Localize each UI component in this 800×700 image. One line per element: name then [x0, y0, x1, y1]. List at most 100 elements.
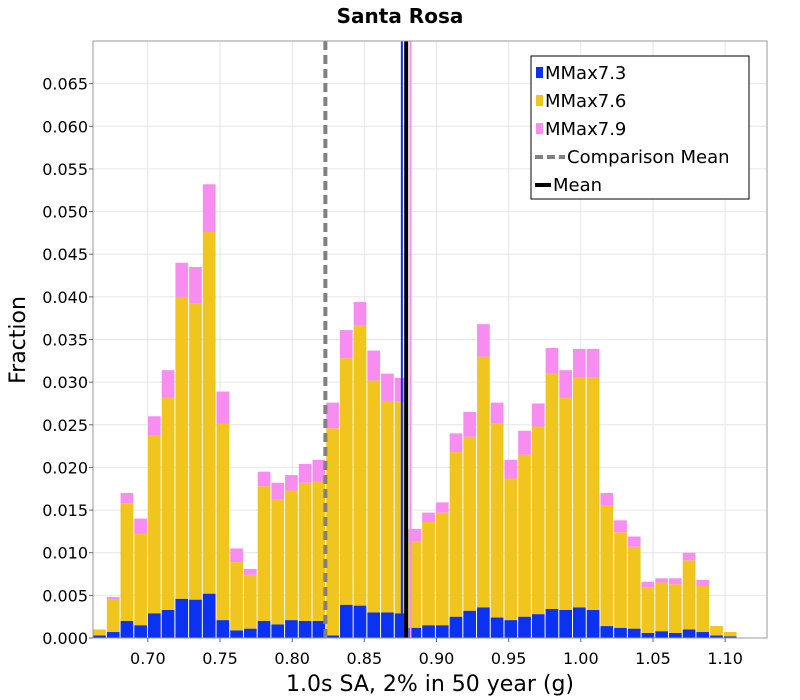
bar-mmax7-6	[614, 532, 627, 628]
bar-mmax7-9	[490, 402, 504, 424]
bar-mmax7-3	[161, 609, 175, 638]
bar-mmax7-6	[435, 512, 449, 626]
bar-mmax7-3	[627, 628, 641, 638]
legend-label: MMax7.9	[545, 119, 626, 140]
bar-mmax7-3	[531, 614, 545, 638]
bar-mmax7-9	[682, 552, 696, 561]
bar-mmax7-3	[189, 599, 202, 638]
bar-mmax7-3	[120, 620, 134, 638]
bar-mmax7-6	[93, 629, 106, 636]
bar-mmax7-9	[477, 324, 490, 357]
bar-mmax7-3	[463, 610, 477, 638]
y-axis-ticks: 0.000 0.005 0.010 0.015 0.020 0.025 0.030 0.035…	[42, 75, 93, 648]
bar-mmax7-3	[175, 598, 189, 638]
bar-mmax7-3	[285, 620, 298, 638]
bar-mmax7-3	[243, 628, 257, 638]
legend-label: Comparison Mean	[567, 147, 730, 168]
bar-mmax7-6	[627, 546, 641, 629]
bar-mmax7-9	[243, 568, 257, 575]
y-tick-label: 0.045	[42, 245, 88, 264]
y-axis-label: Fraction	[6, 296, 31, 384]
bar-mmax7-6	[668, 584, 682, 633]
y-tick-label: 0.005	[42, 586, 88, 605]
bar-mmax7-6	[710, 626, 723, 636]
bar-mmax7-6	[559, 397, 573, 610]
histogram-bars	[93, 184, 737, 638]
bar-mmax7-9	[381, 373, 394, 401]
bar-mmax7-9	[147, 416, 161, 436]
x-axis-label: 1.0s SA, 2% in 50 year (g)	[286, 672, 574, 697]
y-tick-label: 0.035	[42, 331, 88, 350]
bar-mmax7-6	[422, 522, 435, 626]
bar-mmax7-6	[134, 533, 147, 626]
legend-label: MMax7.3	[545, 63, 626, 84]
bar-mmax7-9	[189, 267, 202, 304]
bar-mmax7-6	[490, 423, 504, 618]
bar-mmax7-9	[230, 548, 243, 563]
bar-mmax7-6	[531, 426, 545, 615]
bar-mmax7-9	[545, 348, 559, 374]
bar-mmax7-9	[559, 370, 573, 398]
bar-mmax7-3	[257, 620, 271, 638]
bar-mmax7-9	[120, 493, 134, 504]
bar-mmax7-9	[435, 502, 449, 513]
bar-mmax7-6	[257, 486, 271, 621]
bar-mmax7-6	[175, 296, 189, 599]
bar-mmax7-6	[682, 560, 696, 630]
bar-mmax7-9	[504, 459, 518, 479]
legend-swatch	[536, 95, 543, 106]
bar-mmax7-9	[422, 512, 435, 523]
bar-mmax7-6	[545, 373, 559, 610]
bar-mmax7-9	[531, 403, 545, 427]
bar-mmax7-6	[106, 599, 120, 633]
bar-mmax7-3	[202, 593, 216, 638]
y-tick-label: 0.000	[42, 629, 88, 648]
reference-lines	[323, 41, 412, 638]
bar-mmax7-9	[573, 348, 586, 378]
bar-mmax7-6	[408, 541, 422, 628]
bar-mmax7-3	[723, 636, 737, 638]
bar-mmax7-6	[353, 325, 367, 606]
bar-mmax7-3	[477, 607, 490, 638]
bar-mmax7-9	[696, 580, 710, 586]
bar-mmax7-6	[367, 380, 381, 613]
bar-mmax7-9	[668, 578, 682, 585]
bar-mmax7-9	[216, 391, 230, 424]
bar-mmax7-3	[326, 635, 339, 638]
bar-mmax7-9	[161, 370, 175, 398]
x-tick-label: 1.00	[563, 649, 599, 668]
y-tick-label: 0.020	[42, 458, 88, 477]
bar-mmax7-9	[298, 464, 312, 483]
bar-mmax7-9	[339, 330, 353, 359]
bar-mmax7-6	[326, 428, 339, 636]
bar-mmax7-9	[655, 578, 668, 583]
bar-mmax7-3	[696, 632, 710, 638]
bar-mmax7-3	[435, 625, 449, 638]
bar-mmax7-3	[93, 635, 106, 638]
bar-mmax7-3	[614, 627, 627, 638]
bar-mmax7-3	[518, 616, 531, 638]
bar-mmax7-9	[463, 411, 477, 437]
x-tick-label: 0.95	[491, 649, 527, 668]
x-axis-ticks: 0.70 0.75 0.80 0.85 0.90 0.95 1.00 1.05 1.10	[130, 638, 743, 668]
y-tick-label: 0.015	[42, 501, 88, 520]
x-tick-label: 0.75	[202, 649, 238, 668]
bar-mmax7-3	[490, 617, 504, 638]
legend-box	[530, 55, 750, 200]
bar-mmax7-9	[518, 430, 531, 455]
bar-mmax7-6	[696, 585, 710, 633]
bar-mmax7-3	[422, 625, 435, 638]
bar-mmax7-3	[312, 620, 326, 638]
legend-swatch	[536, 123, 543, 134]
bar-mmax7-6	[298, 482, 312, 621]
bar-mmax7-9	[353, 301, 367, 326]
bar-mmax7-6	[573, 377, 586, 608]
bar-mmax7-3	[147, 613, 161, 638]
bar-mmax7-3	[710, 635, 723, 638]
bar-mmax7-9	[627, 536, 641, 547]
bar-mmax7-9	[312, 459, 326, 482]
bar-mmax7-6	[230, 562, 243, 631]
bar-mmax7-9	[271, 482, 285, 500]
bar-mmax7-6	[641, 587, 655, 633]
bar-mmax7-3	[504, 620, 518, 638]
